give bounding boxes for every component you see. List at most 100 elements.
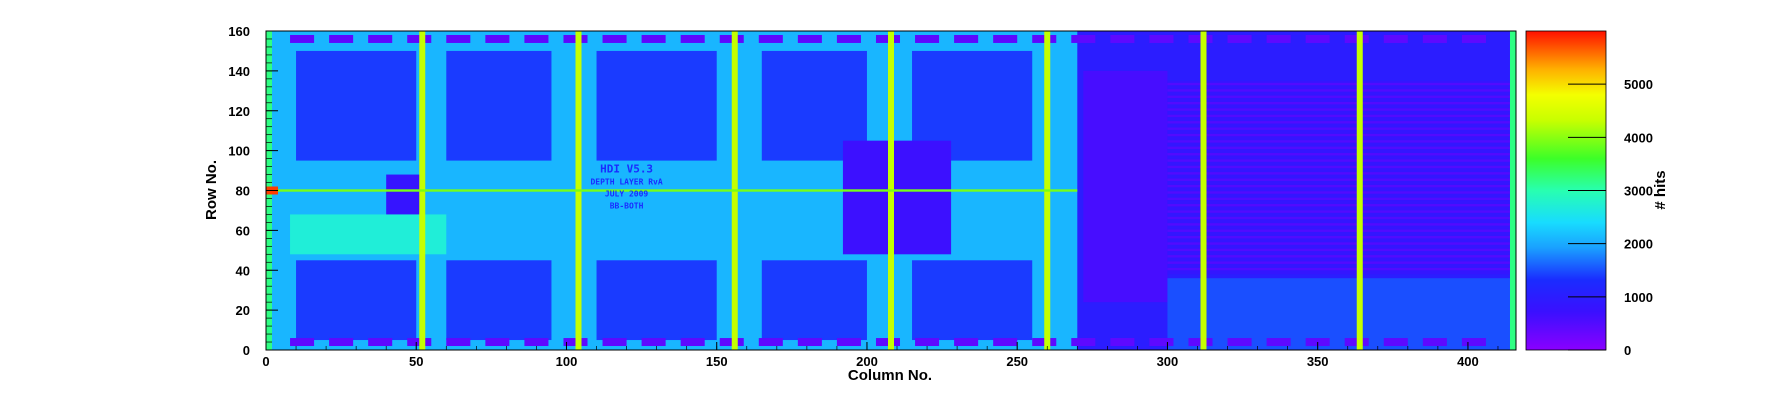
heatmap-row-stripe: [1167, 133, 1516, 137]
heatmap-pad-bottom: [329, 338, 354, 347]
heatmap-pad-top: [1422, 34, 1447, 43]
heatmap-pad-bottom: [1149, 338, 1174, 347]
y-axis: 0 20 40 60 80 100 120 140 160: [228, 24, 278, 358]
heatmap-pad-bottom: [797, 338, 822, 347]
heatmap-row-stripe: [1167, 197, 1516, 201]
z-tick-label: 3000: [1624, 184, 1653, 199]
heatmap-row-stripe: [1167, 121, 1516, 124]
heatmap-pad-top: [1305, 34, 1330, 43]
heatmap-pad-top: [1110, 34, 1135, 43]
x-tick-label: 200: [856, 354, 878, 369]
heatmap-pad-bottom: [1032, 338, 1057, 347]
heatmap-row-stripe: [1167, 235, 1516, 239]
heatmap-row-stripe: [1167, 82, 1516, 86]
heatmap-pad-top: [368, 34, 393, 43]
heatmap-pad-top: [1149, 34, 1174, 43]
heatmap-pad-top: [641, 34, 666, 43]
heatmap-row-stripe: [1167, 159, 1516, 162]
chip-label-line: HDI V5.3: [600, 163, 653, 176]
heatmap-pad-bottom: [290, 338, 315, 347]
heatmap-pad-top: [290, 34, 315, 43]
heatmap-pad-top: [993, 34, 1018, 43]
heatmap-block: [761, 260, 867, 341]
heatmap-row-stripe: [1167, 172, 1516, 175]
heatmap-pad-bottom: [915, 338, 940, 347]
heatmap-pad-bottom: [1344, 338, 1369, 347]
y-tick-label: 20: [236, 303, 250, 318]
heatmap-row-stripe: [1167, 101, 1516, 105]
heatmap-pad-top: [680, 34, 705, 43]
y-tick-label: 60: [236, 223, 250, 238]
heatmap-pad-bottom: [602, 338, 627, 347]
heatmap-pad-bottom: [1188, 338, 1213, 347]
y-tick-label: 120: [228, 104, 250, 119]
heatmap-pad-bottom: [524, 338, 549, 347]
z-tick-label: 4000: [1624, 130, 1653, 145]
heatmap-cells: [266, 31, 1516, 350]
heatmap-row-stripe: [1167, 223, 1516, 226]
heatmap-row-stripe: [1167, 191, 1516, 194]
heatmap-row-stripe: [1167, 210, 1516, 213]
heatmap-row-stripe: [1167, 140, 1516, 143]
heatmap-block: [912, 260, 1033, 341]
heatmap-pad-top: [1188, 34, 1213, 43]
heatmap-row-stripe: [1167, 267, 1516, 271]
heatmap-hot-column: [1356, 31, 1363, 350]
x-axis-title: Column No.: [848, 367, 932, 384]
heatmap-block: [296, 260, 417, 341]
heatmap-pad-bottom: [836, 338, 861, 347]
heatmap-pad-bottom: [446, 338, 471, 347]
heatmap-edge-column: [1509, 31, 1516, 350]
color-scale: 0 1000 2000 3000 4000 5000 # hits: [1525, 30, 1669, 358]
y-tick-label: 160: [228, 24, 250, 39]
x-tick-label: 100: [556, 354, 578, 369]
chip-label-line: BB-BOTH: [610, 201, 644, 210]
heatmap-pad-top: [954, 34, 979, 43]
color-scale-axis: 0 1000 2000 3000 4000 5000: [1568, 77, 1653, 358]
heatmap-pad-bottom: [758, 338, 783, 347]
heatmap-central-block: [842, 140, 952, 255]
heatmap-block: [446, 50, 552, 161]
heatmap-pad-bottom: [993, 338, 1018, 347]
heatmap-pad-bottom: [485, 338, 510, 347]
z-tick-label: 1000: [1624, 290, 1653, 305]
x-axis: 0 50 100 150 200 250 300 350 400: [262, 342, 1499, 369]
heatmap-pad-top: [1071, 34, 1096, 43]
heatmap-row-stripe: [1167, 204, 1516, 207]
heatmap-pad-top: [602, 34, 627, 43]
x-tick-label: 0: [262, 354, 269, 369]
heatmap-block: [296, 50, 417, 161]
heatmap-row-stripe: [1167, 127, 1516, 130]
heatmap-row-stripe: [1167, 89, 1516, 92]
heatmap-pad-top: [915, 34, 940, 43]
heatmap-row-stripe: [1167, 242, 1516, 245]
heatmap-pad-top: [485, 34, 510, 43]
heatmap-pad-bottom: [1227, 338, 1252, 347]
heatmap-hot-column: [1200, 31, 1207, 350]
heatmap-pad-top: [329, 34, 354, 43]
heatmap-row-stripe: [1167, 178, 1516, 181]
chip-label-line: DEPTH LAYER RvA: [590, 178, 662, 187]
heatmap-pad-top: [446, 34, 471, 43]
heatmap-pad-top: [797, 34, 822, 43]
heatmap-pad-top: [1344, 34, 1369, 43]
z-tick-label: 0: [1624, 343, 1631, 358]
heatmap-pad-bottom: [1383, 338, 1408, 347]
color-scale-title: # hits: [1652, 170, 1669, 209]
y-tick-label: 80: [236, 184, 250, 199]
heatmap-pad-bottom: [368, 338, 393, 347]
x-tick-label: 150: [706, 354, 728, 369]
heatmap-row-stripe: [1167, 165, 1516, 169]
heatmap-region-right-bottom: [1167, 278, 1516, 350]
y-tick-label: 0: [243, 343, 250, 358]
heatmap-row-stripe: [1167, 153, 1516, 156]
heatmap-row-stripe: [1167, 229, 1516, 232]
x-tick-label: 50: [409, 354, 423, 369]
heatmap-pad-top: [1266, 34, 1291, 43]
heatmap-row-stripe: [1167, 216, 1516, 220]
heatmap-row-stripe: [1167, 184, 1516, 188]
heatmap-small-block: [386, 174, 423, 217]
x-tick-label: 300: [1157, 354, 1179, 369]
heatmap-pad-bottom: [1266, 338, 1291, 347]
